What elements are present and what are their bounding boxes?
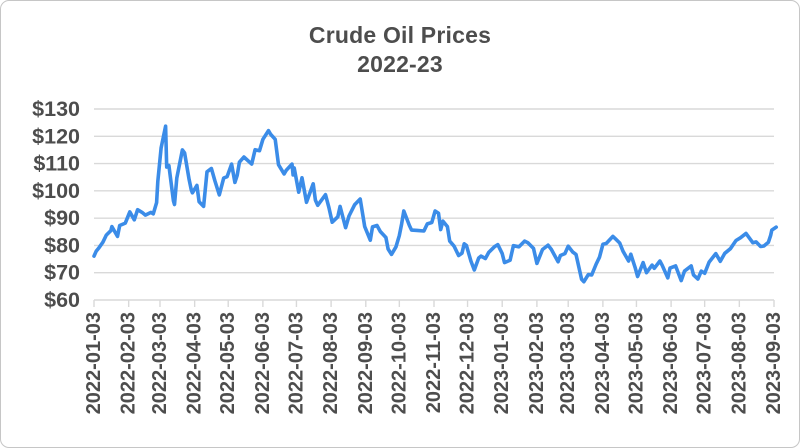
- y-axis-label: $90: [44, 206, 80, 230]
- x-axis-label: 2023-04-03: [592, 312, 614, 414]
- x-axis-label: 2022-06-03: [252, 312, 274, 414]
- x-axis-label: 2023-07-03: [694, 312, 716, 414]
- x-axis-label: 2022-08-03: [320, 312, 342, 414]
- price-line: [92, 124, 779, 284]
- y-axis-label: $60: [44, 288, 80, 312]
- x-axis-label: 2022-11-03: [423, 312, 445, 413]
- x-axis-label: 2022-12-03: [457, 312, 479, 414]
- x-axis-label: 2023-01-03: [491, 312, 513, 414]
- x-axis-label: 2022-07-03: [285, 312, 307, 414]
- x-axis-label: 2022-01-03: [83, 312, 105, 414]
- x-axis-label: 2023-08-03: [728, 312, 750, 414]
- y-axis-label: $80: [44, 233, 80, 257]
- x-axis-label: 2023-03-03: [557, 312, 579, 414]
- x-axis-label: 2022-04-03: [184, 312, 206, 414]
- x-axis-label: 2023-06-03: [660, 312, 682, 414]
- y-axis-label: $120: [32, 124, 80, 148]
- x-axis-label: 2023-05-03: [625, 312, 647, 414]
- x-axis-label: 2022-09-03: [355, 312, 377, 414]
- chart-title: Crude Oil Prices: [308, 22, 492, 48]
- y-axis-label: $70: [44, 261, 80, 285]
- x-axis-label: 2022-05-03: [217, 312, 239, 414]
- x-axis-label: 2022-02-03: [118, 312, 140, 414]
- x-axis-label: 2023-09-03: [763, 312, 785, 414]
- x-axis-label: 2023-02-03: [526, 312, 548, 414]
- y-axis-label: $100: [32, 179, 80, 203]
- chart-title-block: Crude Oil Prices 2022-23: [1, 21, 799, 80]
- y-axis-label: $110: [33, 152, 80, 176]
- chart-subtitle: 2022-23: [357, 51, 443, 78]
- x-axis-label: 2022-10-03: [388, 312, 410, 414]
- x-axis-label: 2022-03-03: [149, 312, 171, 414]
- y-axis-label: $130: [32, 97, 80, 121]
